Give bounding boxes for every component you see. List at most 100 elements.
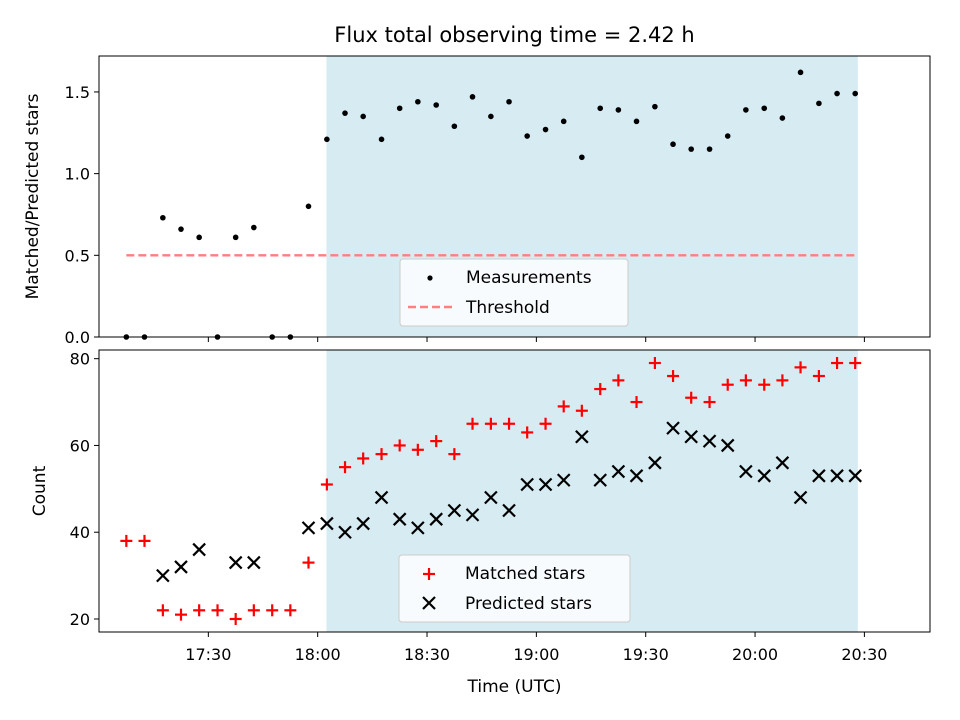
measurement-point xyxy=(251,224,257,231)
predicted-star-point xyxy=(775,456,790,470)
predicted-star-point xyxy=(666,421,680,435)
measurement-point xyxy=(688,146,694,152)
xtick-label: 19:30 xyxy=(623,645,669,664)
measurement-point xyxy=(852,90,859,97)
predicted-star-point xyxy=(156,568,170,583)
predicted-star-point xyxy=(793,490,808,505)
xtick-label: 18:30 xyxy=(404,645,450,664)
measurement-point xyxy=(615,107,622,113)
predicted-star-point xyxy=(629,469,644,483)
measurement-point xyxy=(579,154,585,161)
measurement-point xyxy=(797,69,804,76)
bottom-legend-box xyxy=(398,554,631,623)
measurement-point xyxy=(542,126,549,133)
matched-star-point xyxy=(776,374,789,387)
predicted-star-point xyxy=(684,429,698,444)
predicted-star-point xyxy=(648,456,662,470)
bottom-y-ticks: 20 40 60 80 xyxy=(70,350,99,629)
bottom-ytick-label: 80 xyxy=(70,350,90,369)
matched-star-point xyxy=(138,534,151,547)
matched-star-point xyxy=(794,361,807,374)
chart-title: Flux total observing time = 2.42 h xyxy=(334,23,694,47)
matched-star-point xyxy=(575,404,588,417)
measurement-point xyxy=(597,105,604,112)
top-ytick-label: 1.5 xyxy=(65,83,90,102)
matched-star-point xyxy=(284,604,297,617)
matched-star-point xyxy=(266,604,279,617)
predicted-star-point xyxy=(356,516,370,531)
predicted-star-point xyxy=(374,490,389,505)
bottom-x-ticks: 17:30 18:00 18:30 19:00 19:30 20:00 20:30 xyxy=(185,632,887,664)
xtick-label: 20:00 xyxy=(732,645,778,664)
top-y-axis-label: Matched/Predicted stars xyxy=(23,93,43,299)
top-ytick-label: 0.0 xyxy=(65,328,90,347)
predicted-star-point xyxy=(720,438,735,453)
legend-threshold-label: Threshold xyxy=(465,298,550,318)
measurement-point xyxy=(834,90,840,97)
measurement-point xyxy=(433,102,440,108)
measurement-point xyxy=(342,110,348,116)
predicted-star-point xyxy=(611,464,626,479)
predicted-star-point xyxy=(848,469,862,483)
measurement-point xyxy=(378,136,385,143)
xtick-label: 19:00 xyxy=(513,645,559,664)
matched-star-point xyxy=(739,374,752,387)
matched-star-point xyxy=(466,417,479,430)
legend-x-glyph xyxy=(422,596,436,610)
legend-matched-stars-marker xyxy=(423,568,435,580)
predicted-star-point xyxy=(739,464,753,479)
predicted-star-point xyxy=(338,525,352,539)
matched-star-point xyxy=(302,556,315,569)
measurement-point xyxy=(469,94,476,100)
top-y-ticks: 0.0 0.5 1.0 1.5 xyxy=(65,83,99,347)
measurement-point xyxy=(196,234,202,241)
matched-star-point xyxy=(411,443,424,456)
xtick-label: 17:30 xyxy=(185,645,231,664)
measurement-point xyxy=(232,234,239,241)
matched-star-point xyxy=(484,417,497,430)
matched-star-point xyxy=(685,391,698,404)
predicted-star-point xyxy=(593,473,608,487)
matched-star-point xyxy=(703,396,716,409)
predicted-star-point xyxy=(301,521,316,535)
matched-star-point xyxy=(229,612,242,625)
bottom-panel: 20 40 60 80 17:30 18:00 18:30 19:00 19:30 20:00 2… xyxy=(30,349,931,697)
measurement-point xyxy=(633,118,640,125)
predicted-star-point xyxy=(538,477,553,492)
top-legend-box xyxy=(399,258,629,327)
matched-star-point xyxy=(849,357,862,370)
matched-star-point xyxy=(448,448,461,461)
predicted-star-point xyxy=(247,555,261,570)
matched-star-point xyxy=(612,374,625,387)
measurement-point xyxy=(706,146,713,152)
predicted-star-point xyxy=(830,469,844,483)
matched-star-point xyxy=(430,435,443,448)
predicted-star-point xyxy=(812,469,826,483)
matched-star-point xyxy=(721,378,734,391)
matched-star-point xyxy=(557,400,570,413)
matched-star-point xyxy=(393,439,406,452)
matched-star-point xyxy=(648,357,661,370)
measurement-point xyxy=(816,100,822,107)
legend-measurements-marker xyxy=(427,275,433,281)
matched-star-point xyxy=(357,452,370,465)
matched-star-point xyxy=(156,604,169,617)
predicted-star-point xyxy=(465,508,480,522)
bottom-ytick-label: 20 xyxy=(70,610,90,629)
measurement-point xyxy=(761,105,768,112)
predicted-star-point xyxy=(174,560,188,574)
top-ytick-label: 0.5 xyxy=(65,246,90,265)
predicted-star-point xyxy=(429,512,443,526)
matched-star-point xyxy=(375,448,388,461)
matched-star-point xyxy=(812,370,825,383)
predicted-star-point xyxy=(757,469,772,483)
measurement-point xyxy=(160,214,166,221)
legend-plus-glyph xyxy=(423,568,435,580)
measurement-point xyxy=(506,98,512,105)
matched-star-point xyxy=(539,417,552,430)
predicted-star-point xyxy=(411,521,425,535)
matched-star-point xyxy=(211,604,224,617)
bottom-points-layer xyxy=(120,357,862,625)
matched-star-point xyxy=(120,534,133,547)
predicted-star-point xyxy=(484,490,498,505)
